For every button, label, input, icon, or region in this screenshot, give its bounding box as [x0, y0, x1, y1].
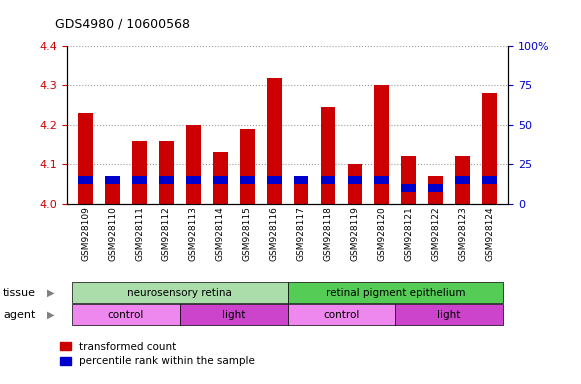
Bar — [78, 176, 93, 184]
Bar — [347, 164, 363, 204]
Bar — [288, 304, 395, 325]
Bar — [267, 176, 282, 184]
Bar — [482, 93, 497, 204]
Text: ▶: ▶ — [46, 288, 54, 298]
Bar — [72, 282, 288, 303]
Bar — [374, 176, 389, 184]
Bar — [455, 176, 470, 184]
Text: agent: agent — [3, 310, 35, 320]
Bar — [293, 180, 309, 204]
Bar — [186, 176, 201, 184]
Text: ▶: ▶ — [46, 310, 54, 320]
Bar — [105, 184, 120, 204]
Text: GDS4980 / 10600568: GDS4980 / 10600568 — [55, 18, 190, 31]
Bar — [213, 176, 228, 184]
Bar — [240, 176, 254, 184]
Bar — [395, 304, 503, 325]
Bar — [455, 156, 470, 204]
Bar — [159, 141, 174, 204]
Bar — [374, 86, 389, 204]
Bar — [293, 176, 309, 184]
Bar — [72, 304, 180, 325]
Bar — [105, 176, 120, 184]
Bar — [159, 176, 174, 184]
Text: tissue: tissue — [3, 288, 36, 298]
Bar — [321, 107, 335, 204]
Bar — [401, 156, 416, 204]
Text: light: light — [222, 310, 245, 320]
Bar — [186, 125, 201, 204]
Bar — [213, 152, 228, 204]
Text: control: control — [323, 310, 360, 320]
Text: retinal pigment epithelium: retinal pigment epithelium — [325, 288, 465, 298]
Bar — [482, 176, 497, 184]
Text: light: light — [437, 310, 461, 320]
Bar — [132, 176, 147, 184]
Bar — [180, 304, 288, 325]
Bar — [240, 129, 254, 204]
Bar — [428, 176, 443, 204]
Bar — [288, 282, 503, 303]
Bar — [78, 113, 93, 204]
Bar — [347, 176, 363, 184]
Legend: transformed count, percentile rank within the sample: transformed count, percentile rank withi… — [60, 342, 255, 366]
Bar — [267, 78, 282, 204]
Text: neurosensory retina: neurosensory retina — [127, 288, 232, 298]
Bar — [428, 184, 443, 192]
Bar — [401, 184, 416, 192]
Bar — [321, 176, 335, 184]
Bar — [132, 141, 147, 204]
Text: control: control — [108, 310, 144, 320]
